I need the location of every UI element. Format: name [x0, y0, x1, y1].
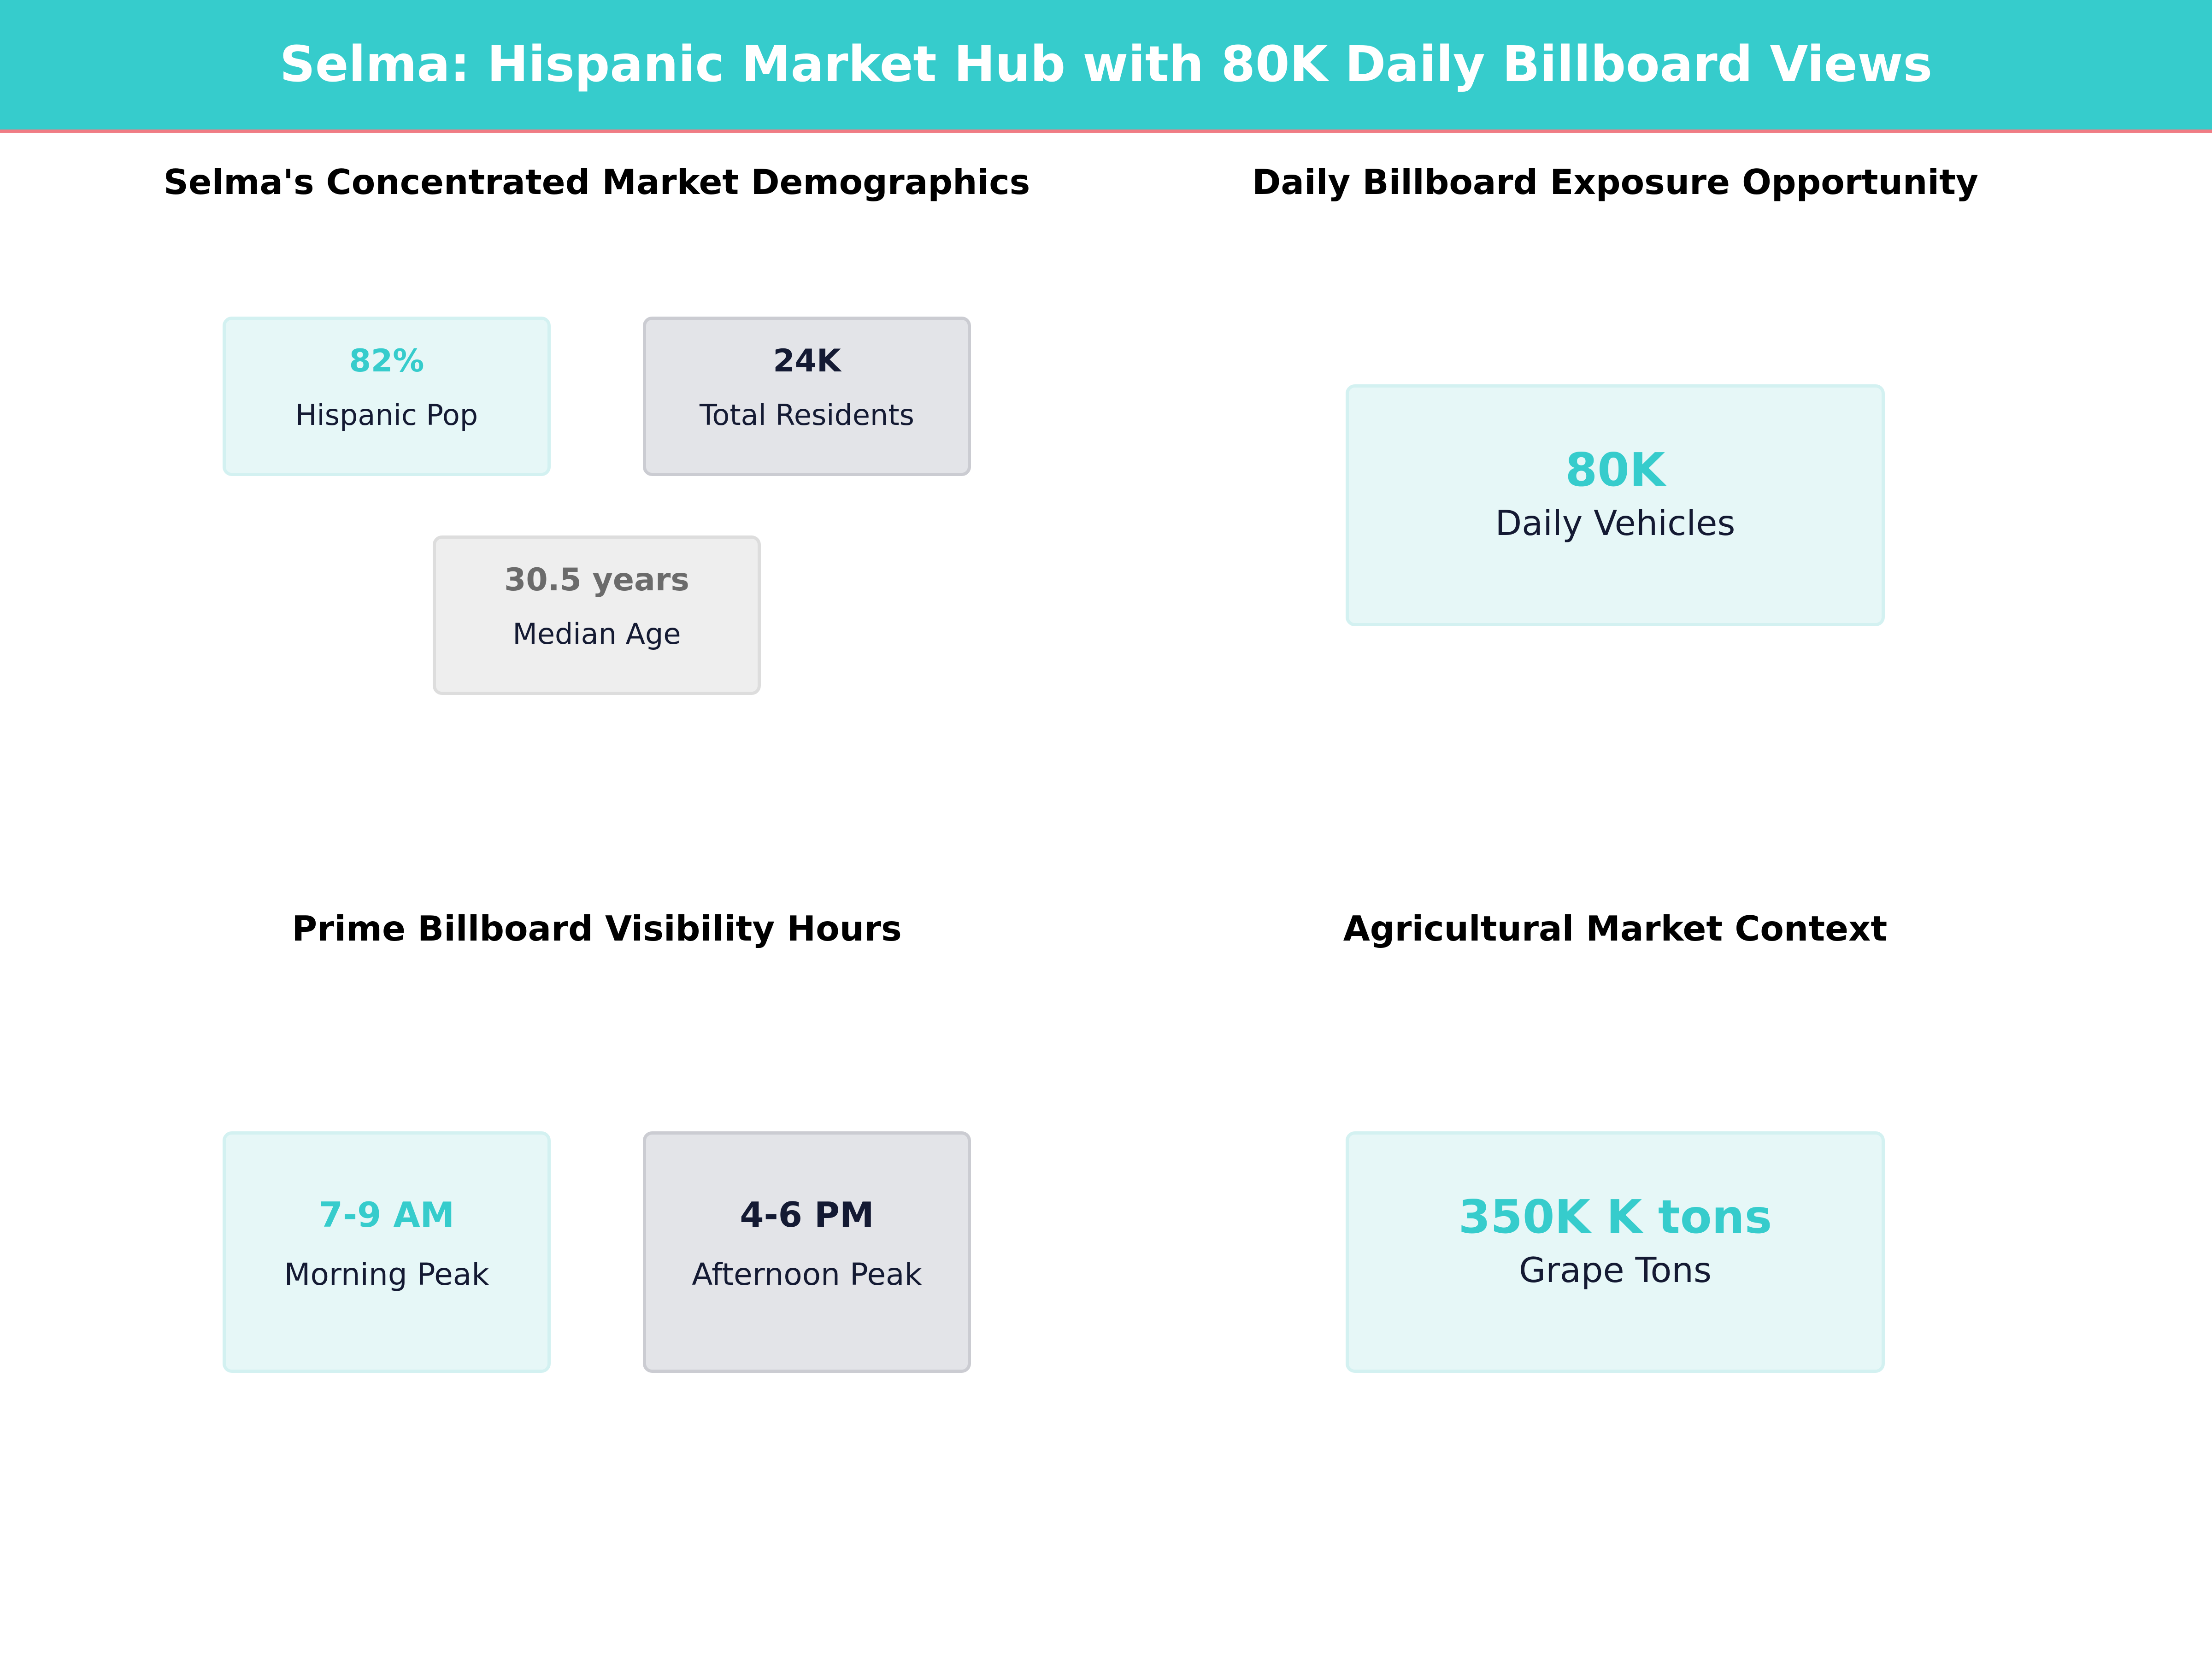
- metric-card-median-age: 30.5 years Median Age: [433, 535, 761, 695]
- metric-label: Grape Tons: [1518, 1250, 1712, 1290]
- metric-card-hispanic-pop: 82% Hispanic Pop: [223, 317, 551, 476]
- metric-card-grape-tons: 350K K tons Grape Tons: [1346, 1131, 1885, 1373]
- metric-card-total-residents: 24K Total Residents: [643, 317, 971, 476]
- metric-value: 82%: [349, 343, 424, 379]
- metric-label: Morning Peak: [284, 1257, 489, 1292]
- metric-value: 80K: [1565, 443, 1665, 497]
- panel-title-visibility-hours: Prime Billboard Visibility Hours: [292, 908, 902, 949]
- page-title: Selma: Hispanic Market Hub with 80K Dail…: [279, 36, 1933, 93]
- metric-value: 30.5 years: [504, 562, 689, 598]
- metric-value: 4-6 PM: [740, 1194, 874, 1235]
- metric-value: 24K: [773, 343, 841, 379]
- metric-card-afternoon-peak: 4-6 PM Afternoon Peak: [643, 1131, 971, 1373]
- panel-title-demographics: Selma's Concentrated Market Demographics: [163, 162, 1030, 202]
- panel-title-exposure: Daily Billboard Exposure Opportunity: [1252, 162, 1978, 202]
- panel-title-agricultural: Agricultural Market Context: [1343, 908, 1888, 949]
- metric-value: 7-9 AM: [318, 1194, 455, 1235]
- metric-label: Afternoon Peak: [692, 1257, 922, 1292]
- metric-label: Total Residents: [700, 398, 914, 432]
- metric-card-daily-vehicles: 80K Daily Vehicles: [1346, 384, 1885, 626]
- metric-value: 350K K tons: [1458, 1190, 1772, 1244]
- metric-label: Hispanic Pop: [295, 398, 478, 432]
- metric-label: Median Age: [512, 617, 681, 651]
- metric-label: Daily Vehicles: [1495, 503, 1735, 543]
- header-banner: Selma: Hispanic Market Hub with 80K Dail…: [0, 0, 2212, 133]
- metric-card-morning-peak: 7-9 AM Morning Peak: [223, 1131, 551, 1373]
